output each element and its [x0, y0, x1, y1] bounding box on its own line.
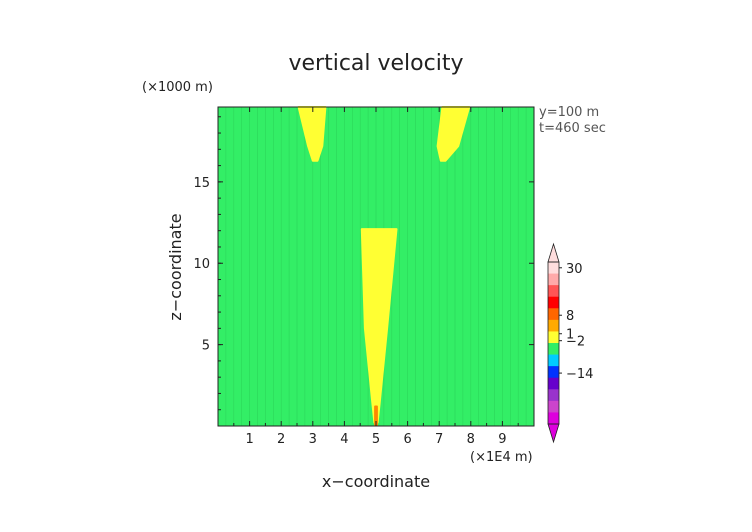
colorbar-tick-label: 8 — [566, 309, 574, 324]
x-unit-label: (×1E4 m) — [470, 450, 533, 465]
plot-area: 1 2 3 4 5 6 7 8 9 5 10 15 — [193, 106, 535, 447]
contour-regions — [297, 106, 471, 427]
colorbar-level — [548, 331, 559, 344]
y-tick-label: 10 — [193, 257, 210, 272]
colorbar-level — [548, 366, 559, 379]
colorbar-level — [548, 262, 559, 275]
chart-title: vertical velocity — [288, 51, 463, 76]
x-tick-label: 5 — [372, 432, 380, 447]
x-tick-label: 9 — [498, 432, 506, 447]
colorbar-level — [548, 273, 559, 286]
colorbar-level — [548, 343, 559, 356]
colorbar-level — [548, 308, 559, 321]
colorbar-tick-label: −14 — [566, 367, 593, 382]
colorbar-level — [548, 400, 559, 413]
colorbar-tick-label: 30 — [566, 262, 583, 277]
colorbar-level — [548, 389, 559, 402]
x-axis-label: x−coordinate — [322, 472, 430, 491]
x-tick-label: 1 — [245, 432, 253, 447]
y-tick-label: 5 — [202, 339, 210, 354]
region-core-center — [374, 405, 378, 427]
x-tick-label: 7 — [435, 432, 443, 447]
colorbar-level — [548, 285, 559, 298]
colorbar-top-arrow — [547, 242, 560, 263]
x-axis-ticks: 1 2 3 4 5 6 7 8 9 — [233, 107, 519, 447]
annotation-t: t=460 sec — [539, 121, 606, 136]
y-axis-label: z−coordinate — [166, 213, 185, 320]
colorbar-bottom-arrow — [547, 423, 560, 444]
y-axis-ticks: 5 10 15 — [193, 116, 534, 411]
colorbar-level — [548, 377, 559, 390]
colorbar-frame — [547, 261, 560, 425]
y-unit-label: (×1000 m) — [142, 80, 213, 95]
x-tick-label: 8 — [467, 432, 475, 447]
colorbar-level — [548, 412, 559, 425]
annotation-y: y=100 m — [539, 105, 599, 120]
colorbar-tick-label: −2 — [566, 335, 585, 350]
x-tick-label: 6 — [403, 432, 411, 447]
y-tick-label: 15 — [193, 176, 210, 191]
colorbar-tick-label: 1 — [566, 328, 574, 343]
colorbar-level — [548, 296, 559, 309]
x-tick-label: 2 — [277, 432, 285, 447]
colorbar-level — [548, 354, 559, 367]
x-tick-label: 3 — [309, 432, 317, 447]
x-tick-label: 4 — [340, 432, 348, 447]
colorbar: 30 8 1−2 −14 — [547, 242, 593, 444]
colorbar-level — [548, 319, 559, 332]
